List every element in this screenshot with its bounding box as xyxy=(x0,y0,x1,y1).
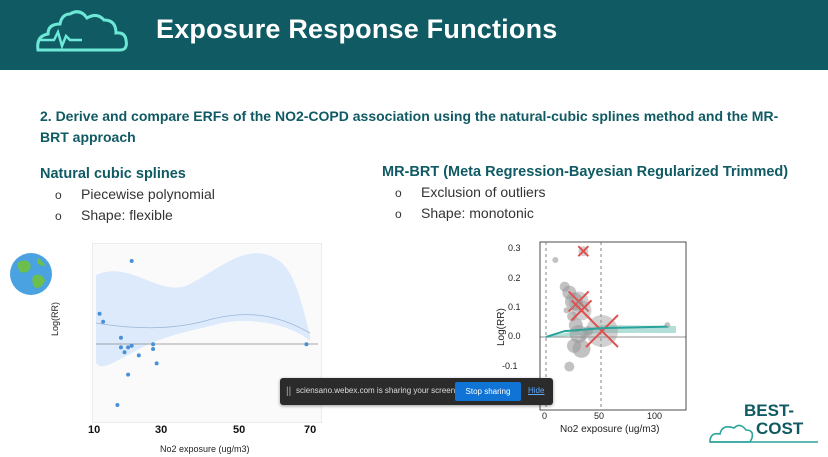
left-xtick: 30 xyxy=(155,424,168,436)
data-point xyxy=(151,342,156,347)
data-point xyxy=(136,353,141,358)
cloud-logo-icon xyxy=(36,10,128,52)
left-bullet-1: o Piecewise polynomial xyxy=(55,186,215,202)
bullet-marker: o xyxy=(395,186,402,200)
data-point xyxy=(129,343,134,348)
included-point xyxy=(564,361,575,372)
right-ytick: 0.3 xyxy=(508,243,521,253)
right-bullet-2-text: Shape: monotonic xyxy=(421,205,534,221)
left-points-group xyxy=(97,259,309,407)
data-point xyxy=(129,259,134,263)
right-bullet-1: o Exclusion of outliers xyxy=(395,184,546,200)
data-point xyxy=(122,350,127,355)
header-bar: Exposure Response Functions xyxy=(0,0,828,70)
trimmed-cross xyxy=(585,314,619,348)
data-point xyxy=(115,403,120,407)
trimmed-cross xyxy=(577,245,590,257)
right-column-title: MR-BRT (Meta Regression-Bayesian Regular… xyxy=(382,164,789,180)
brand-line1: BEST- xyxy=(744,401,794,420)
data-point xyxy=(126,345,131,350)
left-bullet-2: o Shape: flexible xyxy=(55,207,173,223)
left-xtick: 70 xyxy=(304,424,317,436)
included-point xyxy=(552,257,559,264)
left-bullet-1-text: Piecewise polynomial xyxy=(81,186,215,202)
mrbrt-chart xyxy=(539,241,687,411)
right-ytick: 0.2 xyxy=(508,273,521,283)
best-cost-logo: BEST- COST xyxy=(709,401,818,443)
right-bullet-1-text: Exclusion of outliers xyxy=(421,184,546,200)
section-subtitle: 2. Derive and compare ERFs of the NO2-CO… xyxy=(40,108,779,145)
bullet-marker: o xyxy=(55,188,62,202)
bullet-marker: o xyxy=(55,209,62,223)
left-bullet-2-text: Shape: flexible xyxy=(81,207,173,223)
confidence-band xyxy=(96,253,310,367)
right-ytick: 0.1 xyxy=(508,302,521,312)
right-xtick: 100 xyxy=(647,411,663,421)
right-ytick: -0.1 xyxy=(502,361,518,371)
page-title: Exposure Response Functions xyxy=(156,14,558,44)
trimmed-cross xyxy=(570,299,593,322)
data-point xyxy=(97,311,102,316)
brand-line2: COST xyxy=(756,419,804,438)
hide-link[interactable]: Hide xyxy=(528,386,545,395)
left-xtick: 10 xyxy=(88,424,101,436)
data-point xyxy=(304,342,309,347)
data-point xyxy=(101,319,106,324)
spline-fit-line xyxy=(95,314,311,334)
left-xtick: 50 xyxy=(233,424,246,436)
stop-sharing-button[interactable]: Stop sharing xyxy=(455,382,521,401)
globe-icon xyxy=(10,253,52,295)
data-point xyxy=(126,372,131,377)
data-point xyxy=(118,335,123,340)
right-ylabel: Log(RR) xyxy=(496,308,507,346)
right-xlabel: No2 exposure (ug/m3) xyxy=(560,424,660,435)
data-point xyxy=(118,345,123,350)
right-xtick: 0 xyxy=(542,411,548,421)
right-xtick: 50 xyxy=(594,411,605,421)
right-bullet-2: o Shape: monotonic xyxy=(395,205,534,221)
screen-share-bar[interactable]: || sciensano.webex.com is sharing your s… xyxy=(280,378,553,405)
trimmed-cross xyxy=(567,290,590,313)
data-point xyxy=(151,347,156,351)
included-point xyxy=(572,339,591,358)
share-status-text: sciensano.webex.com is sharing your scre… xyxy=(296,386,458,395)
spline-chart xyxy=(92,243,322,423)
fit-line xyxy=(545,325,668,338)
drag-handle-icon[interactable]: || xyxy=(286,386,292,397)
data-point xyxy=(154,361,159,366)
bullet-marker: o xyxy=(395,207,402,221)
right-ytick: 0.0 xyxy=(508,331,521,341)
included-point xyxy=(563,307,570,314)
left-column-title: Natural cubic splines xyxy=(40,166,186,182)
left-xlabel: No2 exposure (ug/m3) xyxy=(160,444,250,454)
left-ylabel: Log(RR) xyxy=(50,301,60,336)
included-point xyxy=(580,334,587,340)
